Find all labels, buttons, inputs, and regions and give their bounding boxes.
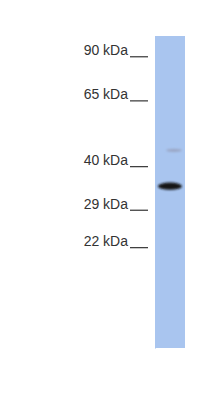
axis-line <box>155 37 156 349</box>
band <box>166 149 182 152</box>
tick-label: 22 kDa <box>84 233 129 249</box>
marker-line <box>130 56 148 57</box>
lane <box>155 36 185 348</box>
tick: 22 kDa <box>84 233 155 249</box>
bands <box>158 149 182 190</box>
marker-line <box>130 210 148 211</box>
y-axis: 90 kDa 65 kDa 40 kDa 29 kDa 22 kDa <box>84 37 156 349</box>
tick: 29 kDa <box>84 196 155 212</box>
tick: 65 kDa <box>84 86 155 102</box>
tick-label: 29 kDa <box>84 196 129 212</box>
tick: 90 kDa <box>84 42 155 58</box>
tick-label: 90 kDa <box>84 42 129 58</box>
tick-label: 65 kDa <box>84 86 129 102</box>
marker-line <box>130 247 148 248</box>
blot-figure: 90 kDa 65 kDa 40 kDa 29 kDa 22 kDa <box>0 0 220 400</box>
tick-label: 40 kDa <box>84 152 129 168</box>
marker-line <box>130 100 148 101</box>
band <box>158 183 182 190</box>
tick: 40 kDa <box>84 152 155 168</box>
marker-line <box>130 166 148 167</box>
